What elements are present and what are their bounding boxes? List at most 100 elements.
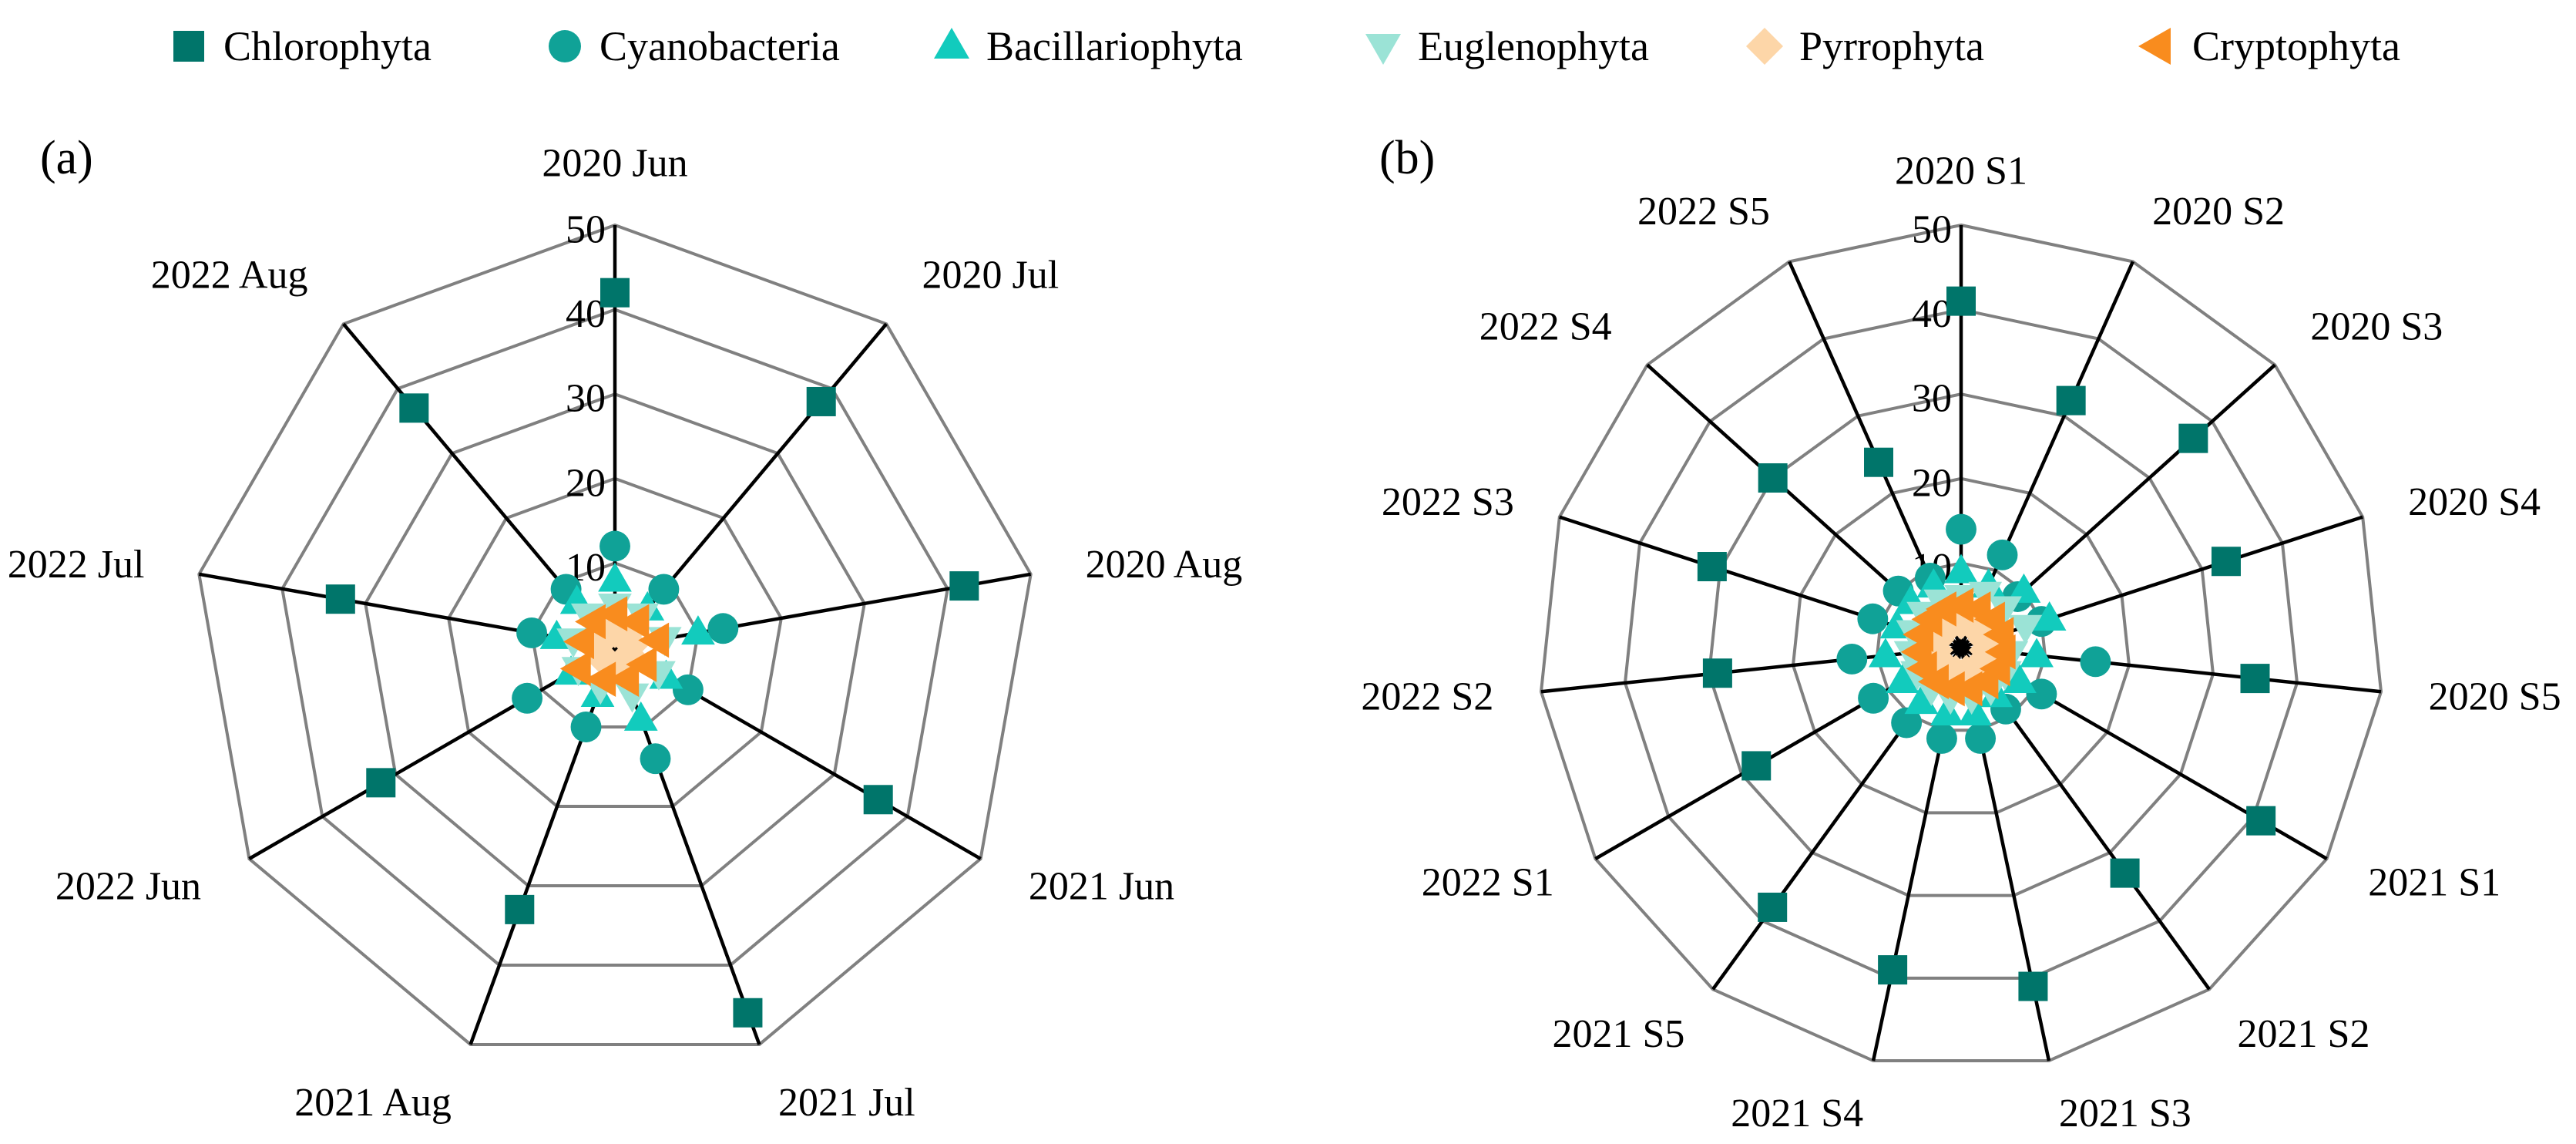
category-labels-b: 2020 S1 2020 S2 2020 S3 2020 S4 2020 S5 2021 … [1361, 150, 2561, 1136]
panel-label-a: (a) [40, 132, 93, 184]
point-a-cryptophyta-6 [559, 651, 591, 687]
point-b-cyanobacteria-4 [2080, 646, 2111, 678]
point-a-cyanobacteria-3 [672, 674, 704, 705]
category-label-a-2: 2020 Aug [1086, 543, 1243, 587]
category-label-b-8: 2021 S4 [1731, 1092, 1863, 1136]
legend-label-chlorophyta: Chlorophyta [223, 23, 432, 69]
point-a-cyanobacteria-2 [707, 613, 739, 644]
series-a-cryptophyta [559, 596, 670, 697]
tick-label-a-20: 20 [566, 461, 606, 505]
point-b-cyanobacteria-0 [1946, 513, 1977, 545]
category-labels-a: 2020 Jun 2020 Jul 2020 Aug 2021 Jun 2021 Jul… [8, 142, 1243, 1125]
point-b-chlorophyta-13 [1758, 463, 1788, 493]
category-label-b-11: 2022 S2 [1361, 675, 1493, 718]
point-b-cyanobacteria-12 [1857, 603, 1889, 634]
point-b-chlorophyta-8 [1878, 955, 1908, 985]
category-label-b-10: 2022 S1 [1422, 861, 1554, 905]
legend-marker-euglenophyta [1365, 34, 1401, 65]
point-a-cyanobacteria-6 [512, 682, 543, 714]
tick-label-b-40: 40 [1912, 292, 1952, 336]
legend-item-chlorophyta: Chlorophyta [173, 23, 432, 69]
legend-item-cyanobacteria: Cyanobacteria [549, 23, 840, 69]
point-a-cryptophyta-4 [608, 661, 640, 697]
point-b-bacillariophyta-3 [2032, 601, 2067, 631]
grid-ring-a-40 [280, 308, 949, 967]
point-b-euglenophyta-2 [1988, 596, 2022, 626]
legend-marker-pyrrophyta [1746, 28, 1783, 65]
data-points-a [325, 278, 979, 1028]
grid-b [1539, 223, 2383, 1063]
point-a-cryptophyta-5 [585, 661, 616, 697]
legend-label-pyrrophyta: Pyrrophyta [1799, 23, 1984, 69]
category-label-b-7: 2021 S3 [2059, 1092, 2191, 1136]
point-b-bacillariophyta-8 [1929, 695, 1964, 725]
grid-ring-a-10 [529, 561, 700, 728]
point-a-chlorophyta-6 [366, 768, 396, 798]
point-a-cyanobacteria-5 [570, 712, 602, 742]
series-a-chlorophyta [325, 278, 979, 1028]
point-a-cyanobacteria-1 [648, 574, 680, 605]
point-b-chlorophyta-3 [2211, 547, 2241, 577]
point-b-chlorophyta-14 [1864, 447, 1894, 477]
legend-marker-cryptophyta [2138, 28, 2171, 65]
category-label-a-3: 2021 Jun [1029, 865, 1174, 909]
point-b-euglenophyta-3 [2008, 614, 2043, 644]
point-a-bacillariophyta-2 [681, 615, 715, 645]
point-b-chlorophyta-1 [2056, 385, 2086, 416]
category-label-a-7: 2022 Jul [8, 543, 145, 587]
category-label-b-1: 2020 S2 [2152, 190, 2285, 234]
point-b-bacillariophyta-10 [1886, 664, 1919, 694]
point-b-bacillariophyta-0 [1944, 553, 1978, 584]
category-label-a-4: 2021 Jul [778, 1081, 915, 1125]
legend-item-bacillariophyta: Bacillariophyta [934, 23, 1243, 69]
grid-ring-a-30 [364, 392, 866, 887]
point-b-cyanobacteria-9 [1891, 707, 1923, 739]
point-b-bacillariophyta-11 [1869, 638, 1903, 668]
point-b-cyanobacteria-10 [1858, 682, 1889, 714]
tick-label-a-30: 30 [566, 377, 606, 421]
point-b-chlorophyta-10 [1741, 751, 1772, 781]
point-a-chlorophyta-8 [399, 393, 429, 423]
category-label-b-5: 2021 S1 [2368, 861, 2500, 905]
point-a-chlorophyta-1 [806, 386, 836, 416]
point-b-cyanobacteria-5 [2026, 678, 2057, 710]
point-a-cryptophyta-7 [563, 624, 594, 660]
category-label-b-13: 2022 S4 [1479, 305, 1612, 348]
grid-ring-a-50 [197, 223, 1033, 1046]
axis-spoke-a-4 [613, 647, 761, 1045]
legend-marker-bacillariophyta [934, 28, 969, 59]
point-a-cryptophyta-0 [596, 596, 628, 631]
panel-label-b: (b) [1379, 132, 1435, 184]
series-b-cryptophyta [1900, 587, 2016, 707]
series-b-chlorophyta [1697, 286, 2276, 1001]
point-a-chlorophyta-4 [733, 998, 763, 1028]
legend-label-cryptophyta: Cryptophyta [2192, 23, 2400, 69]
category-label-b-4: 2020 S5 [2429, 675, 2561, 718]
point-a-cryptophyta-3 [626, 647, 657, 682]
point-b-bacillariophyta-4 [2020, 638, 2054, 668]
tick-label-b-30: 30 [1912, 377, 1952, 421]
point-b-chlorophyta-7 [2018, 971, 2048, 1001]
point-a-cryptophyta-2 [638, 622, 670, 658]
category-label-b-9: 2021 S5 [1553, 1012, 1685, 1056]
point-b-chlorophyta-12 [1697, 552, 1727, 582]
point-a-euglenophyta-4 [615, 683, 650, 713]
point-a-cryptophyta-1 [618, 604, 650, 640]
category-label-a-0: 2020 Jun [542, 142, 687, 186]
point-b-bacillariophyta-7 [1958, 695, 1993, 725]
point-b-chlorophyta-2 [2178, 423, 2208, 453]
tick-label-b-20: 20 [1912, 461, 1952, 505]
grid-ring-b-20 [1791, 476, 2131, 815]
point-a-cryptophyta-8 [575, 604, 606, 640]
category-label-b-2: 2020 S3 [2310, 305, 2443, 348]
point-b-bacillariophyta-2 [2007, 573, 2041, 603]
point-b-cyanobacteria-8 [1926, 722, 1957, 754]
grid-ring-b-40 [1623, 308, 2299, 980]
data-points-b [1697, 286, 2276, 1001]
category-label-b-14: 2022 S5 [1637, 190, 1770, 234]
grid-ring-b-10 [1875, 561, 2047, 732]
